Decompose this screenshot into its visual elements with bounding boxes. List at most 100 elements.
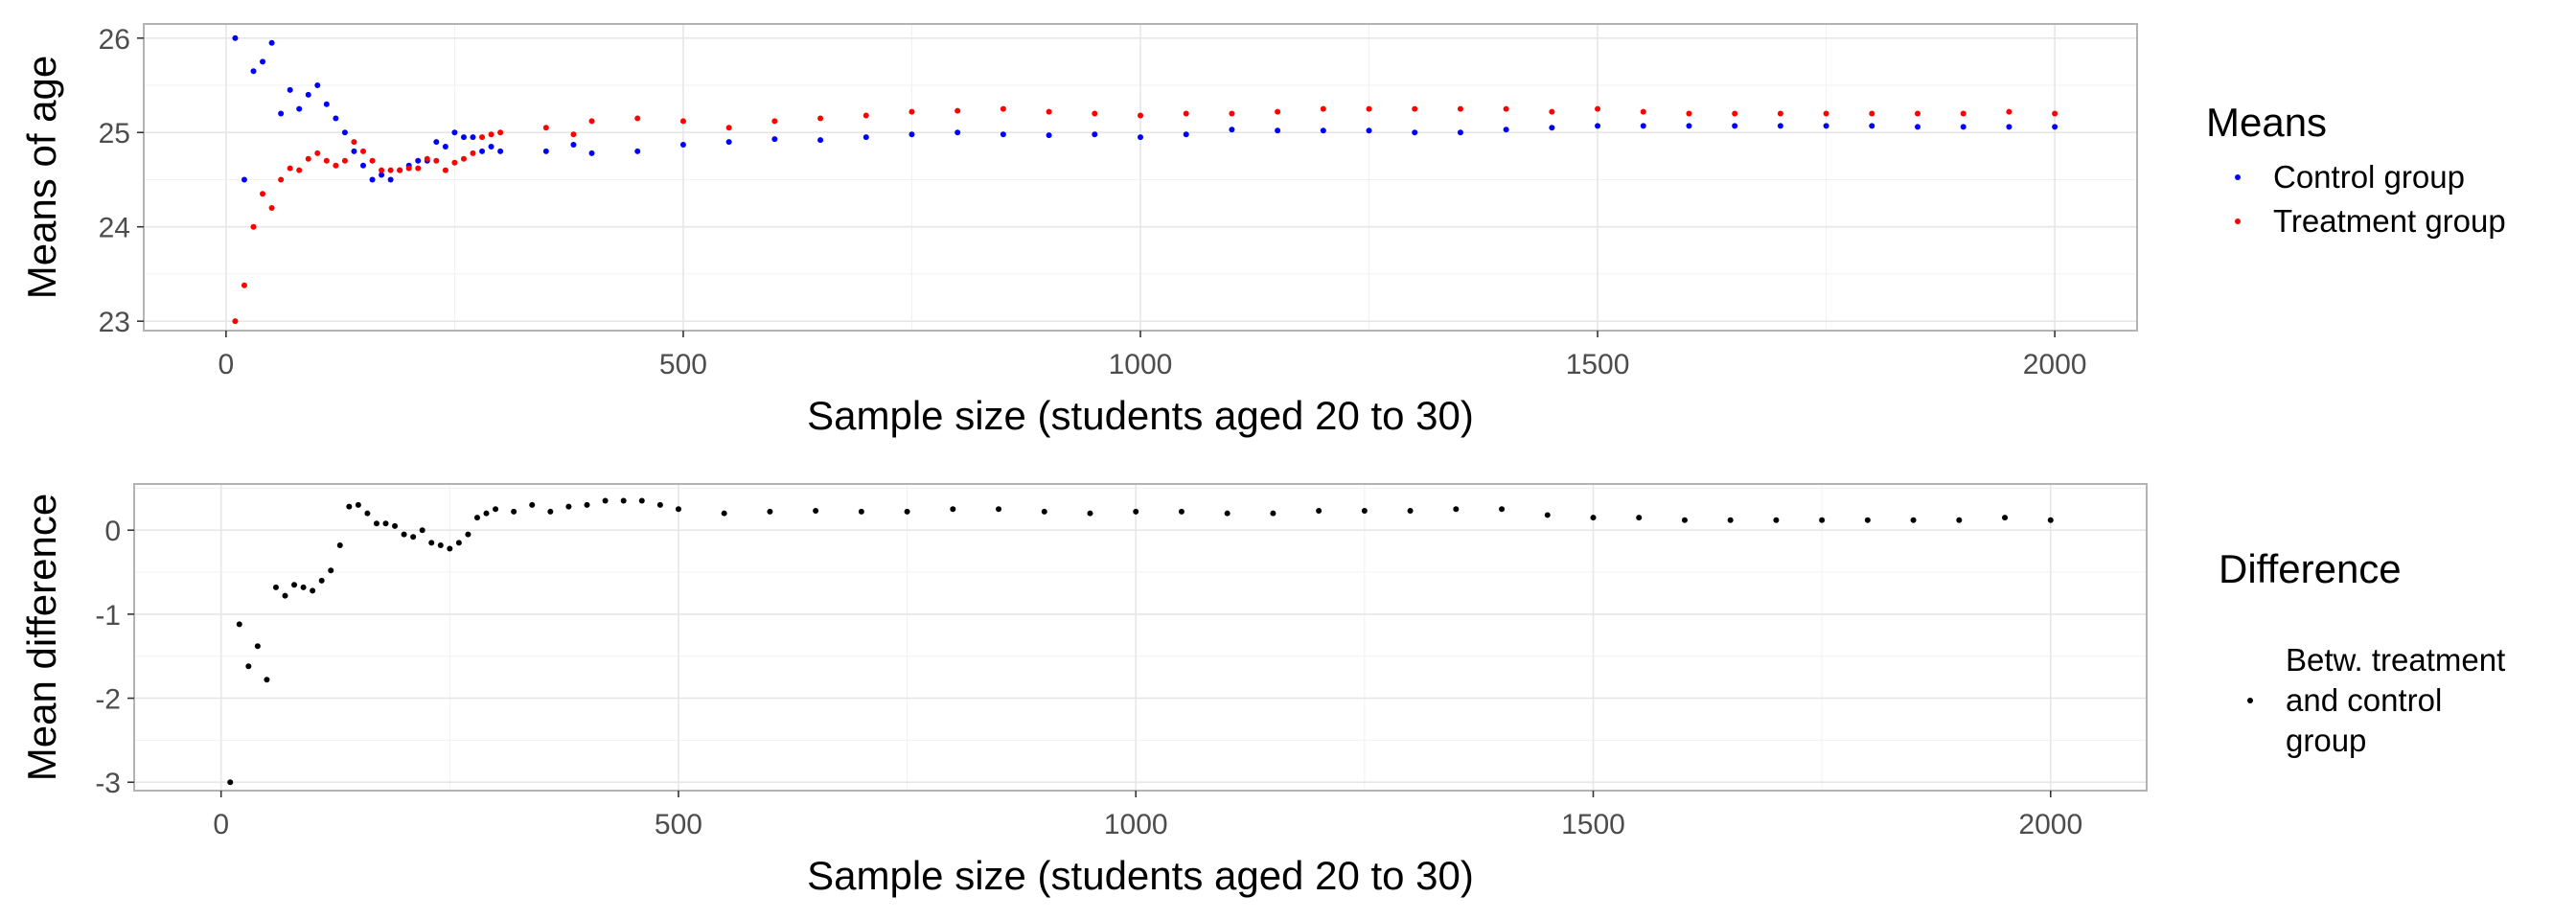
difference-legend-label-0: Betw. treatment [2286,642,2505,678]
difference-point-series-0 [1590,515,1597,521]
means-point-series-0 [1869,123,1875,129]
means-point-series-1 [470,150,476,156]
means-point-series-1 [817,115,824,122]
difference-point-series-0 [1133,508,1139,515]
means-point-series-1 [451,159,458,166]
means-point-series-1 [341,157,348,164]
difference-point-series-0 [392,522,399,529]
means-point-series-0 [433,139,440,146]
x-tick-label: 0 [213,809,229,840]
means-point-series-1 [387,167,394,173]
y-tick-label: 0 [104,516,121,547]
means-point-series-1 [1229,110,1235,117]
difference-point-series-0 [254,643,261,650]
means-legend: Means Control group Treatment group [2206,100,2506,239]
means-point-series-0 [862,134,869,141]
difference-point-series-0 [355,501,361,508]
means-point-series-0 [369,176,376,183]
difference-point-series-0 [721,510,727,517]
means-x-tick-labels: 0 500 1000 1500 2000 [218,331,2087,380]
means-point-series-1 [1275,108,1281,115]
difference-panel-border [133,483,2148,792]
difference-point-series-0 [310,587,316,594]
means-point-series-0 [771,136,778,143]
difference-legend: Difference Betw. treatment and control gro… [2219,546,2505,758]
y-tick-label: -2 [95,684,121,716]
difference-panel-grid [134,484,2147,791]
difference-point-series-0 [1041,508,1047,515]
y-tick-label: 24 [99,213,130,244]
means-point-series-1 [1777,110,1783,117]
difference-y-axis-title: Mean difference [19,494,64,781]
means-point-series-1 [634,115,641,122]
means-point-series-0 [442,144,448,150]
means-point-series-1 [241,282,247,288]
means-point-series-0 [333,115,339,122]
means-point-series-0 [278,110,285,117]
difference-point-series-0 [419,527,426,534]
difference-point-series-0 [282,592,288,599]
difference-point-series-0 [602,497,609,504]
means-point-series-1 [1046,108,1052,115]
difference-point-series-0 [373,520,380,527]
means-point-series-1 [1366,105,1372,112]
means-point-series-0 [2052,124,2058,130]
means-point-series-0 [1915,124,1921,130]
means-legend-key-0 [2235,174,2241,180]
means-point-series-1 [268,205,275,211]
difference-point-series-0 [346,503,353,510]
means-point-series-1 [369,157,376,164]
means-point-series-1 [1320,105,1326,112]
means-point-series-1 [296,167,303,173]
means-point-series-0 [351,148,357,154]
difference-point-series-0 [858,508,864,515]
means-point-series-1 [433,157,440,164]
x-tick-label: 500 [659,349,707,380]
means-point-series-0 [260,58,266,65]
means-point-series-0 [570,142,577,149]
means-point-series-1 [954,107,961,114]
means-point-series-1 [1503,105,1509,112]
difference-point-series-0 [904,508,910,515]
means-point-series-1 [397,167,403,173]
means-point-series-0 [323,101,330,107]
means-point-series-0 [542,148,549,154]
means-point-series-0 [1503,126,1509,133]
difference-x-axis-title: Sample size (students aged 20 to 30) [807,853,1474,898]
y-tick-label: 23 [99,307,130,338]
means-panel-grid [144,24,2137,331]
means-point-series-0 [268,39,275,46]
difference-point-series-0 [291,582,298,588]
means-point-series-1 [305,155,311,162]
difference-point-series-0 [236,621,242,628]
difference-point-series-0 [410,534,417,540]
x-tick-label: 1000 [1104,809,1168,840]
difference-point-series-0 [1727,517,1734,523]
means-point-series-0 [287,86,293,93]
difference-point-series-0 [401,531,407,538]
means-point-series-0 [725,139,732,146]
difference-point-series-0 [950,506,956,513]
means-point-series-0 [1320,127,1326,134]
means-point-series-0 [305,91,311,98]
difference-point-series-0 [620,497,627,504]
means-point-series-0 [1686,123,1692,129]
difference-point-series-0 [336,542,343,548]
difference-legend-label-0: group [2286,723,2366,758]
difference-point-series-0 [428,540,435,546]
means-point-series-1 [314,150,321,156]
difference-legend-items: Betw. treatment and control group [2247,642,2505,758]
difference-y-tick-labels: -3 -2 -1 0 [95,516,134,799]
means-point-series-1 [323,157,330,164]
means-point-series-1 [287,165,293,172]
means-point-series-1 [1138,112,1143,119]
difference-points [227,497,2054,786]
means-point-series-0 [379,172,385,178]
means-point-series-1 [1457,105,1463,112]
difference-point-series-0 [1499,506,1506,513]
means-point-series-0 [1092,131,1098,138]
means-point-series-0 [679,142,686,149]
means-point-series-0 [497,148,504,154]
means-point-series-0 [387,176,394,183]
